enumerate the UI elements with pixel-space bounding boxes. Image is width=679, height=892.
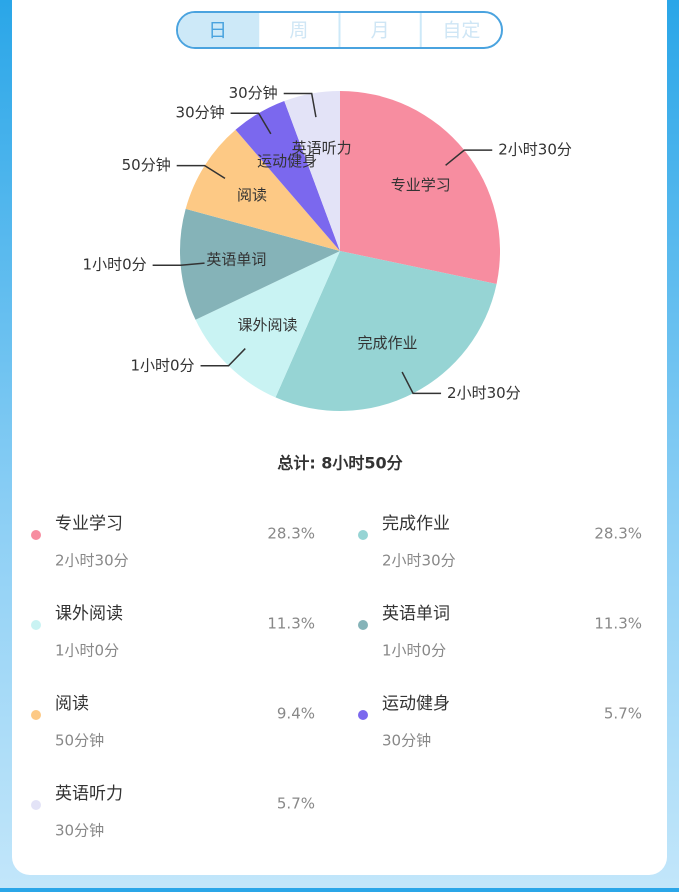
leader-line bbox=[445, 149, 493, 166]
slice-value-label: 1小时0分 bbox=[130, 356, 194, 374]
slice-label: 英语单词 bbox=[206, 251, 266, 269]
legend-dot bbox=[31, 530, 41, 540]
legend-name: 课外阅读 bbox=[55, 604, 123, 624]
legend-percent: 5.7% bbox=[277, 795, 315, 813]
slice-label: 运动健身 bbox=[257, 152, 317, 170]
legend-duration: 50分钟 bbox=[55, 732, 104, 750]
legend-dot bbox=[358, 710, 368, 720]
leader-line bbox=[230, 112, 272, 135]
slice-label: 课外阅读 bbox=[238, 316, 298, 334]
legend-dot bbox=[31, 620, 41, 630]
slice-value-label: 2小时30分 bbox=[447, 384, 521, 402]
leader-line bbox=[152, 262, 205, 266]
legend-name: 专业学习 bbox=[55, 514, 123, 534]
legend-name: 阅读 bbox=[55, 694, 89, 714]
legend-percent: 5.7% bbox=[604, 705, 642, 723]
slice-value-label: 1小时0分 bbox=[83, 256, 147, 274]
leader-line bbox=[200, 348, 246, 367]
slice-value-label: 30分钟 bbox=[229, 84, 278, 102]
legend-dot bbox=[358, 620, 368, 630]
pie-slice bbox=[179, 208, 340, 320]
legend-percent: 11.3% bbox=[594, 615, 642, 633]
legend-dot bbox=[31, 710, 41, 720]
legend-duration: 1小时0分 bbox=[55, 642, 119, 660]
tab[interactable]: 自定 bbox=[442, 20, 480, 42]
pie-slice bbox=[284, 91, 340, 251]
pie-slice bbox=[275, 251, 497, 411]
legend-name: 英语单词 bbox=[382, 604, 450, 624]
leader-line bbox=[176, 164, 226, 180]
legend-duration: 30分钟 bbox=[55, 822, 104, 840]
total: 总计: 8小时50分 bbox=[277, 454, 402, 473]
tab[interactable]: 周 bbox=[289, 20, 308, 42]
legend-dot bbox=[31, 800, 41, 810]
legend-dot bbox=[358, 530, 368, 540]
slice-value-label: 50分钟 bbox=[122, 156, 171, 174]
legend-name: 运动健身 bbox=[382, 694, 450, 714]
legend-percent: 11.3% bbox=[267, 615, 315, 633]
pie-slice bbox=[185, 129, 340, 251]
leader-line bbox=[283, 92, 317, 118]
tab[interactable]: 日 bbox=[208, 20, 227, 42]
legend-percent: 9.4% bbox=[277, 705, 315, 723]
legend-percent: 28.3% bbox=[594, 525, 642, 543]
tab-selected-bg bbox=[178, 13, 259, 47]
slice-value-label: 2小时30分 bbox=[498, 141, 572, 159]
slice-label: 阅读 bbox=[237, 186, 267, 204]
legend-duration: 1小时0分 bbox=[382, 642, 446, 660]
legend-duration: 2小时30分 bbox=[55, 552, 129, 570]
slice-label: 英语听力 bbox=[292, 139, 352, 157]
legend-name: 完成作业 bbox=[382, 514, 450, 534]
slice-label: 完成作业 bbox=[357, 334, 417, 352]
legend-duration: 30分钟 bbox=[382, 732, 431, 750]
slice-label: 专业学习 bbox=[391, 176, 451, 194]
legend-duration: 2小时30分 bbox=[382, 552, 456, 570]
slice-value-label: 30分钟 bbox=[176, 104, 225, 122]
legend-name: 英语听力 bbox=[55, 784, 123, 804]
pie-slice bbox=[235, 101, 340, 252]
legend-percent: 28.3% bbox=[267, 525, 315, 543]
card bbox=[12, 0, 667, 875]
tab[interactable]: 月 bbox=[371, 20, 390, 42]
pie-slice bbox=[340, 91, 500, 284]
leader-line bbox=[401, 371, 442, 395]
pie-slice bbox=[195, 251, 340, 398]
